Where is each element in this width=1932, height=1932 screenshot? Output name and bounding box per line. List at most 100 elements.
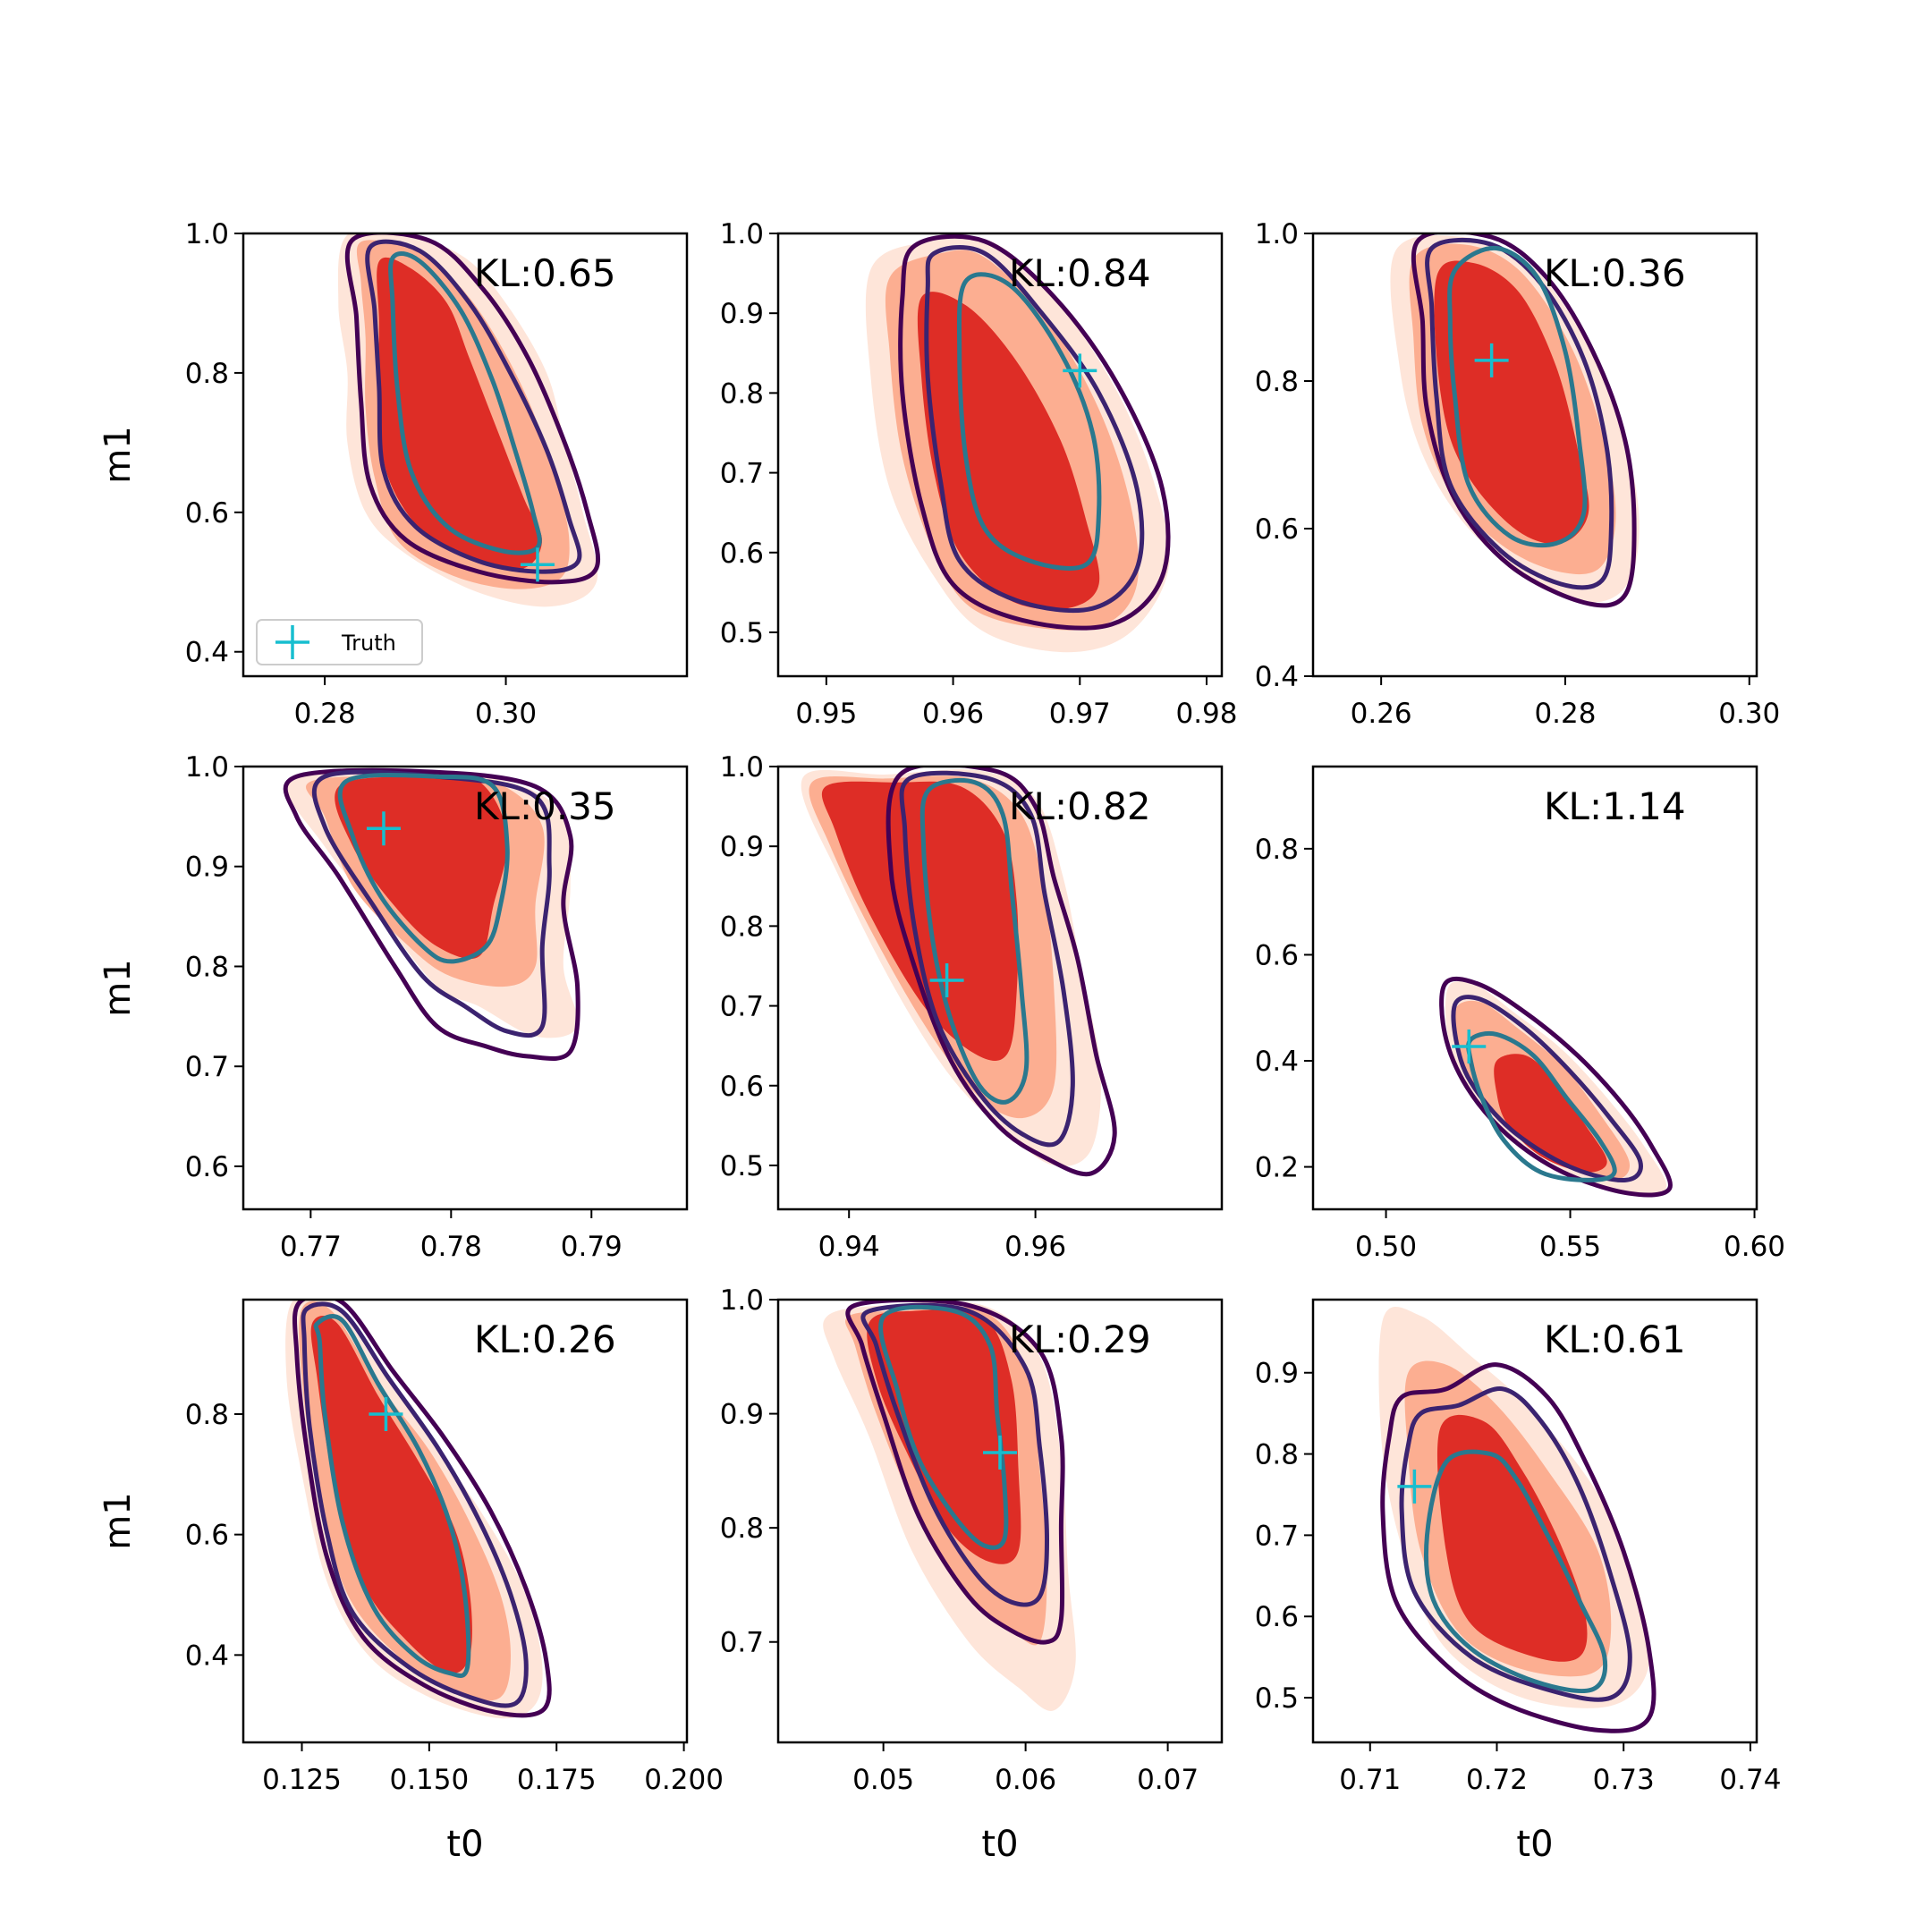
filled-region-inner — [310, 1316, 472, 1674]
kl-annotation: KL:0.65 — [474, 251, 616, 295]
y-tick-label: 0.8 — [720, 1513, 764, 1545]
y-axis-label: m1 — [97, 959, 139, 1016]
contour-line-inner — [878, 1304, 1009, 1550]
filled-region-inner — [1434, 260, 1589, 545]
contour-line-inner — [956, 272, 1102, 571]
truth-marker — [1397, 1469, 1432, 1504]
filled-region-inner — [335, 775, 508, 960]
contour-line-outer — [344, 233, 601, 585]
y-tick-label: 0.9 — [720, 1399, 764, 1431]
axes-frame — [1311, 1298, 1758, 1744]
truth-marker — [1474, 343, 1509, 377]
plot-area — [283, 767, 580, 1061]
x-axis-label: t0 — [981, 1824, 1018, 1865]
y-tick-label: 1.0 — [720, 1284, 764, 1317]
contour-line-inner — [313, 1314, 471, 1678]
y-tick-label: 0.8 — [1255, 366, 1299, 398]
kl-annotation: KL:0.61 — [1544, 1318, 1686, 1361]
legend-truth-marker — [275, 625, 309, 659]
plot-area — [1439, 977, 1673, 1198]
axes-frame — [242, 232, 689, 678]
x-tick-label: 0.98 — [1175, 698, 1237, 730]
x-tick-label: 0.06 — [995, 1764, 1056, 1796]
x-tick-label: 0.150 — [389, 1764, 469, 1796]
panel-6: 0.50 0.55 0.60 0.2 0.4 0.6 0.8 KL:1.14 — [1255, 765, 1785, 1263]
y-tick-label: 1.0 — [1255, 218, 1299, 250]
y-tick-label: 0.6 — [185, 1520, 229, 1552]
x-tick-label: 0.96 — [1004, 1231, 1066, 1263]
y-tick-label: 1.0 — [185, 751, 229, 784]
axes-frame — [242, 1298, 689, 1744]
plot-area — [1378, 1306, 1657, 1733]
x-tick-label: 0.28 — [294, 698, 356, 730]
contour-line-outer — [886, 767, 1117, 1177]
contour-line-outer — [292, 1300, 552, 1718]
axes-frame — [776, 1298, 1224, 1744]
y-tick-label: 0.7 — [185, 1051, 229, 1083]
y-tick-label: 1.0 — [720, 751, 764, 784]
y-tick-label: 0.5 — [1255, 1682, 1299, 1715]
panel-4: 0.77 0.78 0.79 0.6 0.7 0.8 0.9 1.0 KL:0.35 m1 — [97, 751, 689, 1263]
x-axis-label: t0 — [1516, 1824, 1553, 1865]
x-tick-label: 0.79 — [561, 1231, 623, 1263]
x-tick-label: 0.175 — [517, 1764, 597, 1796]
kl-annotation: KL:0.84 — [1009, 251, 1151, 295]
x-tick-label: 0.50 — [1355, 1231, 1417, 1263]
x-tick-label: 0.125 — [262, 1764, 342, 1796]
x-tick-label: 0.200 — [644, 1764, 724, 1796]
y-tick-label: 0.7 — [720, 458, 764, 490]
x-tick-label: 0.07 — [1137, 1764, 1199, 1796]
truth-marker — [1063, 353, 1097, 388]
x-tick-label: 0.71 — [1339, 1764, 1401, 1796]
truth-marker — [366, 811, 401, 846]
y-tick-label: 0.4 — [1255, 661, 1299, 693]
panel-1: 0.28 0.30 0.4 0.6 0.8 1.0 KL:0.65 m1 Truth — [97, 218, 689, 730]
y-tick-label: 0.4 — [1255, 1046, 1299, 1078]
y-tick-label: 0.8 — [720, 911, 764, 943]
filled-region-inner — [917, 292, 1100, 610]
axes-frame — [1311, 765, 1758, 1211]
x-tick-label: 0.96 — [922, 698, 984, 730]
contour-line-mid — [311, 769, 552, 1038]
axes-frame — [1311, 232, 1758, 678]
filled-region-inner — [821, 781, 1019, 1061]
y-tick-label: 0.8 — [1255, 834, 1299, 866]
x-tick-label: 0.77 — [280, 1231, 342, 1263]
x-axis-label: t0 — [446, 1824, 483, 1865]
x-tick-label: 0.73 — [1593, 1764, 1655, 1796]
y-tick-label: 0.6 — [185, 1151, 229, 1183]
x-tick-label: 0.26 — [1351, 698, 1412, 730]
truth-marker — [929, 963, 964, 998]
kl-annotation: KL:0.29 — [1009, 1318, 1151, 1361]
y-tick-label: 0.5 — [720, 1150, 764, 1182]
y-tick-label: 0.4 — [185, 637, 229, 669]
panel-8: 0.05 0.06 0.07 0.7 0.8 0.9 1.0 KL:0.29 t0 — [720, 1284, 1224, 1865]
y-tick-label: 0.9 — [185, 852, 229, 884]
filled-region-inner — [867, 1309, 1021, 1564]
y-tick-label: 0.6 — [1255, 939, 1299, 971]
truth-marker — [1452, 1030, 1487, 1064]
contour-line-mid — [924, 245, 1145, 614]
plot-area — [823, 1300, 1076, 1711]
y-tick-label: 0.6 — [1255, 1601, 1299, 1633]
y-tick-label: 0.6 — [1255, 513, 1299, 546]
contour-line-mid — [301, 1301, 529, 1708]
y-tick-label: 0.4 — [185, 1640, 229, 1672]
contour-line-outer — [283, 767, 580, 1061]
y-tick-label: 0.8 — [1255, 1439, 1299, 1471]
legend: Truth — [256, 619, 423, 665]
panel-5: 0.94 0.96 0.5 0.6 0.7 0.8 0.9 1.0 KL:0.82 — [720, 751, 1224, 1263]
y-axis-label: m1 — [97, 1492, 139, 1549]
contour-line-mid — [1399, 1386, 1632, 1702]
kl-annotation: KL:0.82 — [1009, 784, 1151, 828]
x-tick-label: 0.97 — [1049, 698, 1111, 730]
kl-annotation: KL:0.26 — [474, 1318, 616, 1361]
axes-frame — [776, 232, 1224, 678]
contour-line-outer — [898, 233, 1171, 631]
contour-line-outer — [845, 1300, 1065, 1645]
contour-line-inner — [388, 251, 542, 555]
y-tick-label: 0.6 — [185, 497, 229, 530]
contour-line-mid — [899, 770, 1075, 1148]
x-tick-label: 0.55 — [1539, 1231, 1601, 1263]
